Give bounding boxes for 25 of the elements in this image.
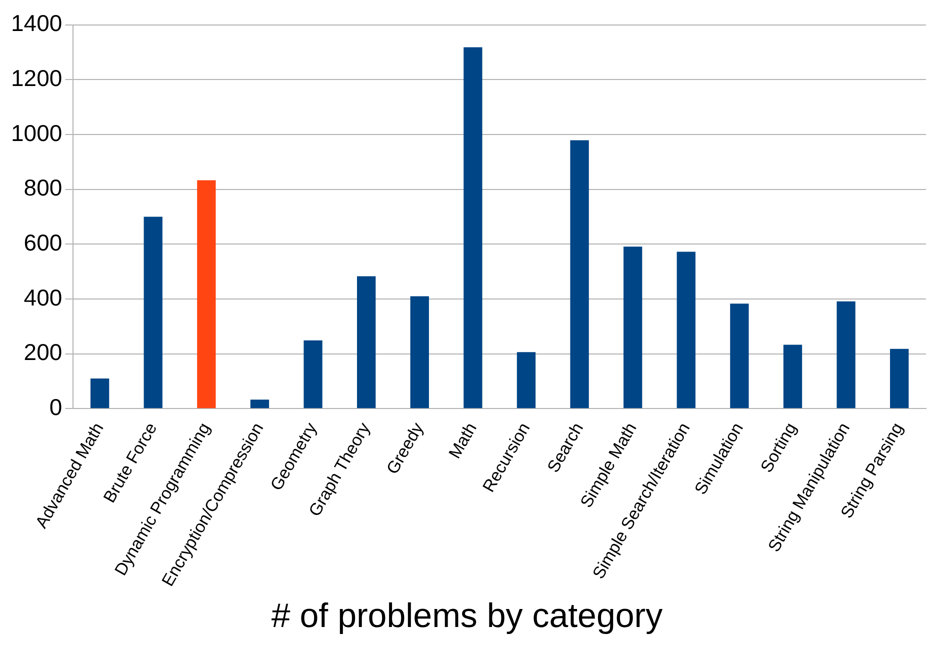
y-tick-label: 800 [24, 174, 62, 201]
y-tick-label: 600 [24, 229, 62, 256]
bar [197, 180, 216, 408]
y-tick-label: 1000 [10, 120, 62, 146]
bar [890, 348, 909, 408]
bar [783, 344, 802, 408]
bar [464, 47, 482, 408]
bar [570, 140, 589, 408]
bar [90, 378, 110, 408]
bar [357, 276, 376, 408]
bar [676, 252, 696, 408]
bar [516, 352, 536, 408]
bar [144, 216, 162, 408]
bar [304, 340, 322, 408]
y-tick-label: 400 [24, 284, 62, 310]
bar [624, 246, 642, 408]
text: # of problems by category [271, 596, 663, 635]
y-tick-label: 1400 [10, 10, 62, 36]
y-tick-label: 1200 [10, 64, 62, 91]
bar [410, 296, 429, 408]
bar [250, 400, 270, 408]
y-tick-label: 200 [24, 339, 62, 366]
bar [730, 304, 749, 408]
y-tick-label: 0 [49, 394, 62, 420]
bar [836, 301, 856, 408]
